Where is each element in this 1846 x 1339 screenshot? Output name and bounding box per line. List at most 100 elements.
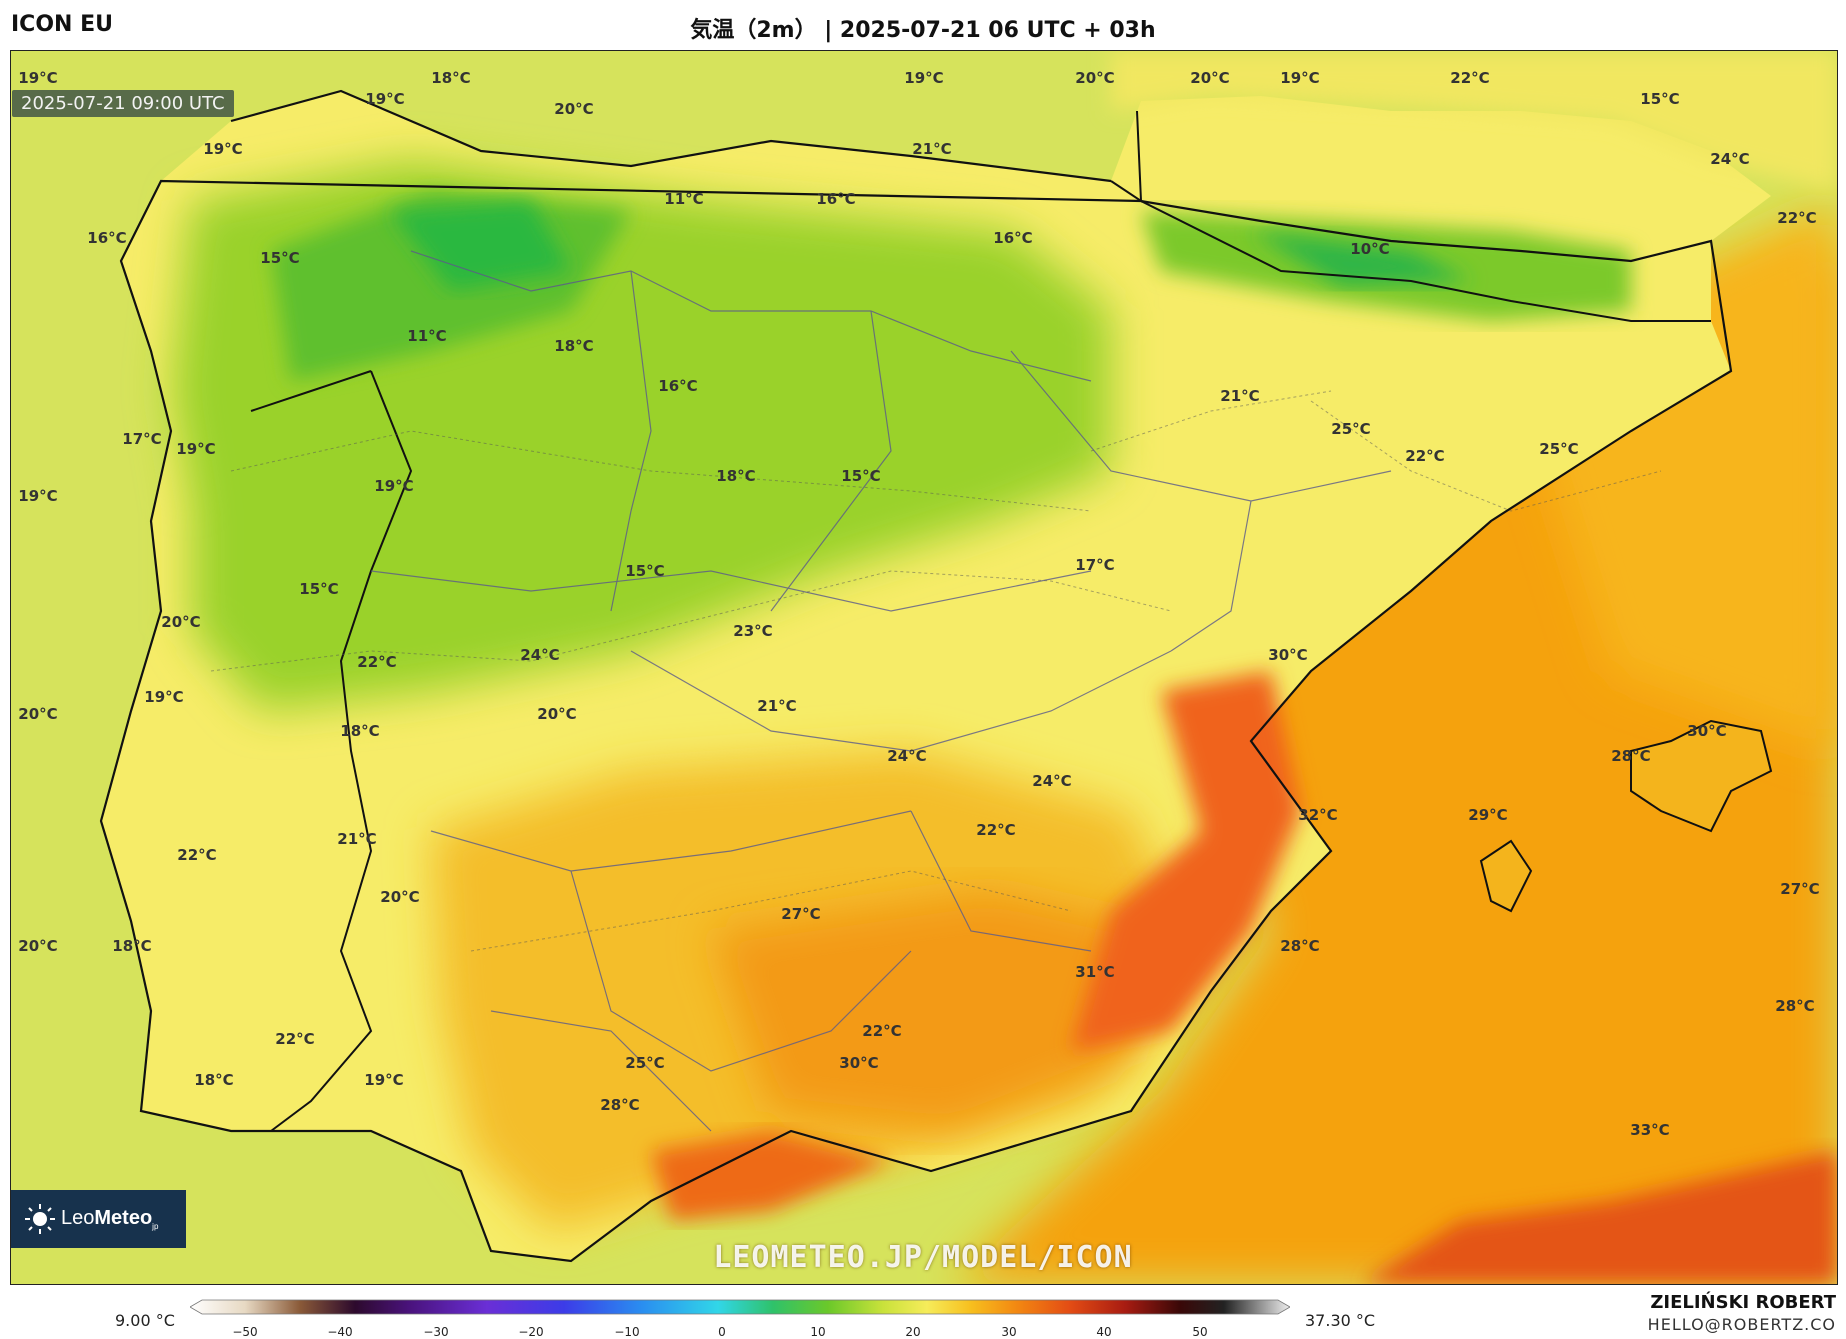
temp-label: 19°C	[18, 69, 58, 87]
temp-label: 22°C	[1777, 209, 1817, 227]
temp-label: 33°C	[1630, 1121, 1670, 1139]
temp-label: 21°C	[757, 697, 797, 715]
temp-label: 24°C	[520, 646, 560, 664]
temp-label: 18°C	[716, 467, 756, 485]
temp-label: 25°C	[1539, 440, 1579, 458]
model-name: ICON EU	[11, 12, 113, 37]
temp-label: 15°C	[299, 580, 339, 598]
north-africa	[1361, 1151, 1837, 1284]
colorbar-tick: −10	[614, 1325, 640, 1339]
temp-label: 29°C	[1468, 806, 1508, 824]
temp-label: 28°C	[1280, 937, 1320, 955]
temp-label: 15°C	[841, 467, 881, 485]
colorbar-tick: 30	[1001, 1325, 1017, 1339]
temp-label: 25°C	[1331, 420, 1371, 438]
temp-label: 18°C	[554, 337, 594, 355]
temp-label: 20°C	[18, 705, 58, 723]
colorbar-tick: −40	[327, 1325, 353, 1339]
temp-label: 32°C	[1298, 806, 1338, 824]
temp-label: 15°C	[260, 249, 300, 267]
author-name: ZIELIŃSKI ROBERT	[1650, 1292, 1836, 1313]
temp-label: 19°C	[904, 69, 944, 87]
temp-label: 19°C	[1280, 69, 1320, 87]
colorbar-tick: −20	[518, 1325, 544, 1339]
temp-label: 16°C	[87, 229, 127, 247]
ibiza-island	[1479, 839, 1533, 913]
temp-label: 16°C	[993, 229, 1033, 247]
mallorca-island	[1630, 719, 1773, 833]
colorbar	[190, 1299, 1290, 1315]
pyrenees-border	[1110, 110, 1711, 322]
header: ICON EU 気温（2m） | 2025-07-21 06 UTC + 03h	[0, 0, 1846, 50]
temp-label: 23°C	[733, 622, 773, 640]
coastline	[99, 89, 1733, 1263]
temp-label: 15°C	[625, 562, 665, 580]
temp-label: 20°C	[537, 705, 577, 723]
temp-label: 19°C	[364, 1071, 404, 1089]
legend-min-value: 9.00 °C	[115, 1311, 175, 1330]
temp-label: 22°C	[177, 846, 217, 864]
temp-label: 22°C	[275, 1030, 315, 1048]
temp-label: 22°C	[1405, 447, 1445, 465]
temp-label: 19°C	[365, 90, 405, 108]
temp-label: 20°C	[1190, 69, 1230, 87]
temp-label: 19°C	[374, 477, 414, 495]
temp-label: 27°C	[1780, 880, 1820, 898]
sun-icon	[25, 1204, 55, 1234]
colorbar-tick: −50	[232, 1325, 258, 1339]
temp-label: 20°C	[1075, 69, 1115, 87]
isotherm-lines	[210, 390, 1662, 952]
temp-label: 22°C	[976, 821, 1016, 839]
temp-label: 28°C	[1775, 997, 1815, 1015]
temp-label: 20°C	[554, 100, 594, 118]
temp-label: 16°C	[816, 190, 856, 208]
map-canvas	[11, 51, 1837, 1284]
temp-label: 18°C	[194, 1071, 234, 1089]
regional-borders	[370, 250, 1392, 1132]
temp-label: 18°C	[431, 69, 471, 87]
temp-label: 27°C	[781, 905, 821, 923]
colorbar-tick: 10	[810, 1325, 826, 1339]
temp-label: 20°C	[380, 888, 420, 906]
temp-label: 31°C	[1075, 963, 1115, 981]
temp-label: 24°C	[1710, 150, 1750, 168]
temp-label: 24°C	[1032, 772, 1072, 790]
temp-label: 22°C	[862, 1022, 902, 1040]
temp-label: 17°C	[122, 430, 162, 448]
temp-label: 21°C	[337, 830, 377, 848]
colorbar-tick: 50	[1192, 1325, 1208, 1339]
valencia-hot-zone	[1071, 671, 1301, 1051]
temp-label: 11°C	[407, 327, 447, 345]
temp-label: 19°C	[144, 688, 184, 706]
map-title: 気温（2m） | 2025-07-21 06 UTC + 03h	[690, 18, 1156, 43]
temp-label: 21°C	[912, 140, 952, 158]
author-email[interactable]: HELLO@ROBERTZ.CO	[1647, 1315, 1836, 1334]
temp-label: 30°C	[1268, 646, 1308, 664]
temp-label: 19°C	[176, 440, 216, 458]
colorbar-tick: −30	[423, 1325, 449, 1339]
temp-label: 11°C	[664, 190, 704, 208]
source-watermark: LEOMETEO.JP/MODEL/ICON	[713, 1240, 1133, 1275]
temp-label: 18°C	[340, 722, 380, 740]
temp-label: 20°C	[18, 937, 58, 955]
temp-label: 18°C	[112, 937, 152, 955]
temperature-map[interactable]: 19°C 18°C 19°C 20°C 19°C 20°C 20°C 19°C …	[10, 50, 1838, 1285]
temp-label: 15°C	[1640, 90, 1680, 108]
temp-label: 16°C	[658, 377, 698, 395]
temp-label: 24°C	[887, 747, 927, 765]
colorbar-tick: 0	[718, 1325, 726, 1339]
temp-label: 25°C	[625, 1054, 665, 1072]
valid-time-badge: 2025-07-21 09:00 UTC	[12, 90, 234, 117]
temp-label: 30°C	[839, 1054, 879, 1072]
portugal-border	[250, 370, 413, 1132]
logo-text: LeoMeteojp	[61, 1207, 159, 1231]
temp-label: 21°C	[1220, 387, 1260, 405]
temp-label: 30°C	[1687, 722, 1727, 740]
temp-label: 28°C	[600, 1096, 640, 1114]
colorbar-tick: 40	[1096, 1325, 1112, 1339]
temp-label: 19°C	[18, 487, 58, 505]
temp-label: 20°C	[161, 613, 201, 631]
leometeo-logo[interactable]: LeoMeteojp	[11, 1190, 186, 1248]
temp-label: 28°C	[1611, 747, 1651, 765]
temp-label: 22°C	[1450, 69, 1490, 87]
